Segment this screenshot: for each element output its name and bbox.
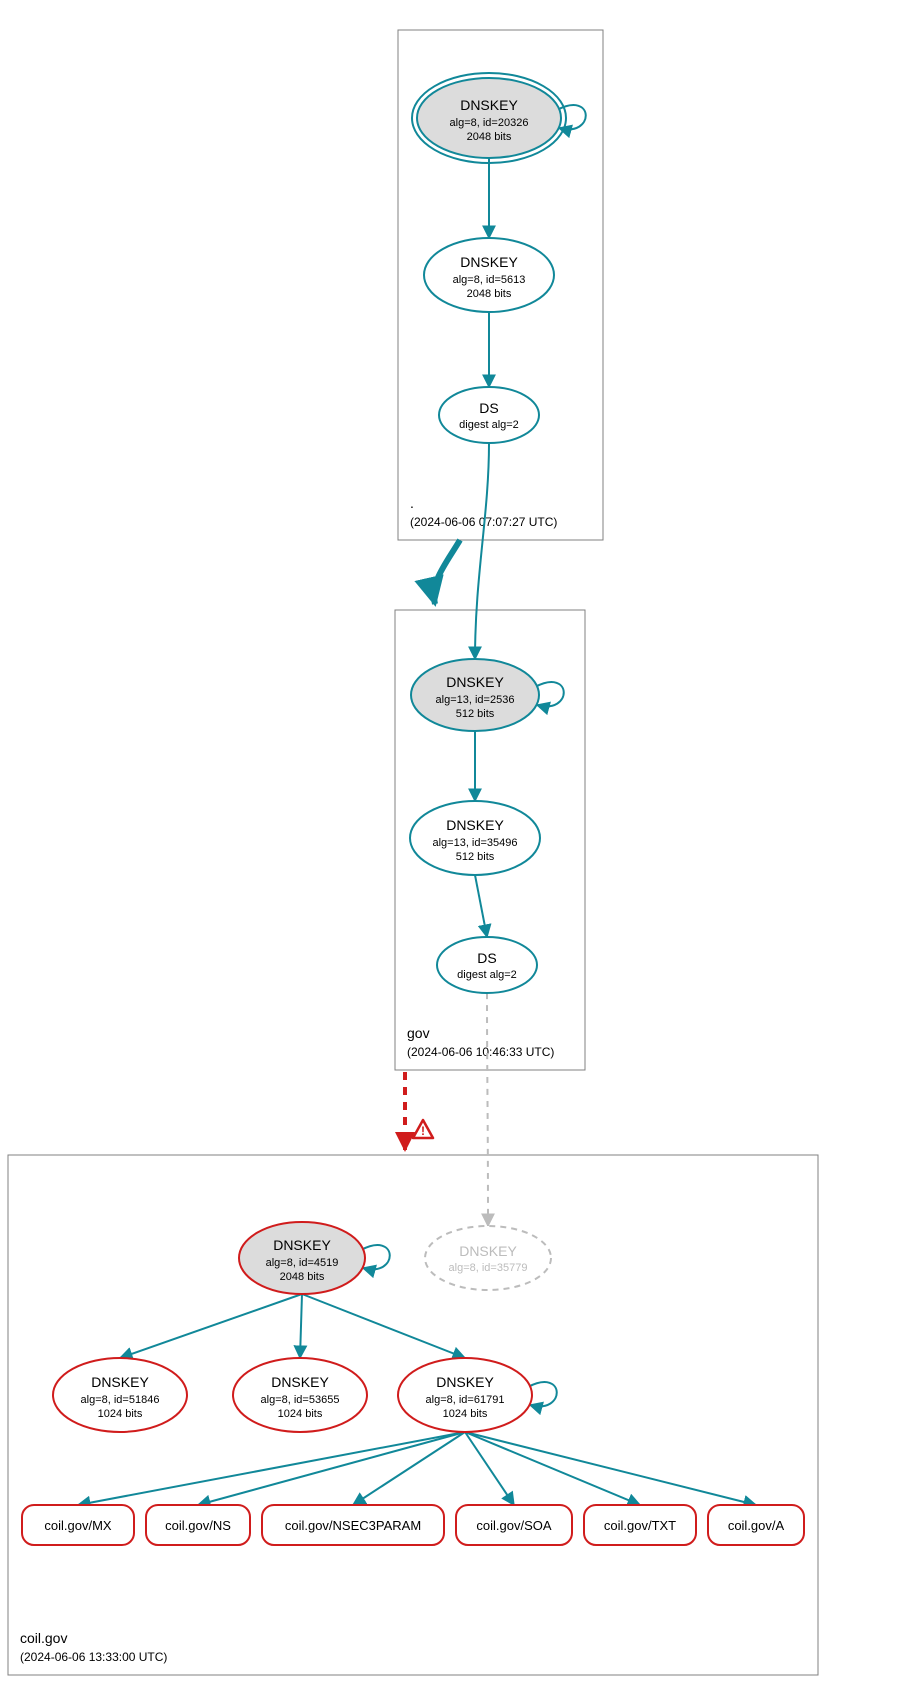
node-coil-zsk3-line2: alg=8, id=61791: [426, 1394, 505, 1406]
node-coil-missing: DNSKEY alg=8, id=35779: [425, 1226, 551, 1290]
node-gov-ksk-line3: 512 bits: [456, 708, 495, 720]
node-gov-ksk-title: DNSKEY: [446, 674, 504, 690]
zone-coil-timestamp: (2024-06-06 13:33:00 UTC): [20, 1650, 167, 1664]
node-gov-ksk: DNSKEY alg=13, id=2536 512 bits: [411, 659, 539, 731]
node-gov-ds: DS digest alg=2: [437, 937, 537, 993]
node-coil-zsk3-title: DNSKEY: [436, 1374, 494, 1390]
node-coil-zsk1-line2: alg=8, id=51846: [81, 1394, 160, 1406]
rrset-label: coil.gov/TXT: [604, 1518, 676, 1533]
node-coil-ksk-line2: alg=8, id=4519: [266, 1257, 339, 1269]
edge-zsk3-to-rrset: [198, 1432, 465, 1505]
zone-gov-label: gov: [407, 1025, 430, 1041]
node-coil-zsk3: DNSKEY alg=8, id=61791 1024 bits: [398, 1358, 532, 1432]
rrset-label: coil.gov/NS: [165, 1518, 231, 1533]
rrset-label: coil.gov/NSEC3PARAM: [285, 1518, 421, 1533]
edge-root-ds-to-gov-ksk: [475, 443, 489, 659]
warning-icon: !: [413, 1120, 433, 1138]
node-coil-zsk2-title: DNSKEY: [271, 1374, 329, 1390]
rrset-box: coil.gov/MX: [22, 1505, 134, 1545]
node-coil-zsk1-line3: 1024 bits: [98, 1408, 143, 1420]
edge-gov.zsk-gov.ds: [475, 875, 487, 937]
node-root-ds: DS digest alg=2: [439, 387, 539, 443]
zone-coil-label: coil.gov: [20, 1630, 67, 1646]
node-coil-zsk2: DNSKEY alg=8, id=53655 1024 bits: [233, 1358, 367, 1432]
node-root-zsk: DNSKEY alg=8, id=5613 2048 bits: [424, 238, 554, 312]
node-gov-zsk-title: DNSKEY: [446, 817, 504, 833]
edge-root-to-gov: [434, 540, 460, 604]
rrset-label: coil.gov/A: [728, 1518, 785, 1533]
node-root-zsk-line3: 2048 bits: [467, 288, 512, 300]
node-coil-zsk1: DNSKEY alg=8, id=51846 1024 bits: [53, 1358, 187, 1432]
rrset-label: coil.gov/MX: [44, 1518, 112, 1533]
rrset-box: coil.gov/NSEC3PARAM: [262, 1505, 444, 1545]
node-coil-ksk-title: DNSKEY: [273, 1237, 331, 1253]
edge-zsk3-to-rrset: [465, 1432, 756, 1505]
node-gov-zsk-line3: 512 bits: [456, 851, 495, 863]
rrset-box: coil.gov/A: [708, 1505, 804, 1545]
node-root-ksk-line2: alg=8, id=20326: [450, 117, 529, 129]
node-coil-ksk-line3: 2048 bits: [280, 1271, 325, 1283]
node-root-ksk: DNSKEY alg=8, id=20326 2048 bits: [412, 73, 566, 163]
node-root-ksk-title: DNSKEY: [460, 97, 518, 113]
node-root-ksk-line3: 2048 bits: [467, 131, 512, 143]
dnssec-diagram: .(2024-06-06 07:07:27 UTC)gov(2024-06-06…: [0, 0, 897, 1690]
node-gov-zsk: DNSKEY alg=13, id=35496 512 bits: [410, 801, 540, 875]
node-coil-ksk: DNSKEY alg=8, id=4519 2048 bits: [239, 1222, 365, 1294]
edge-zsk3-to-rrset: [78, 1432, 465, 1505]
rrset-label: coil.gov/SOA: [476, 1518, 551, 1533]
zone-root-label: .: [410, 495, 414, 511]
edge-coil.ksk-coil.zsk2: [300, 1294, 302, 1358]
node-coil-missing-title: DNSKEY: [459, 1243, 517, 1259]
rrset-box: coil.gov/SOA: [456, 1505, 572, 1545]
node-coil-zsk1-title: DNSKEY: [91, 1374, 149, 1390]
node-gov-ds-line2: digest alg=2: [457, 969, 517, 981]
rrset-box: coil.gov/TXT: [584, 1505, 696, 1545]
edge-gov-ds-to-missing-dnskey: [487, 993, 488, 1226]
node-gov-ds-title: DS: [477, 950, 496, 966]
node-root-zsk-title: DNSKEY: [460, 254, 518, 270]
node-coil-zsk3-line3: 1024 bits: [443, 1408, 488, 1420]
svg-text:!: !: [421, 1124, 425, 1138]
edge-coil.ksk-coil.zsk1: [120, 1294, 302, 1358]
node-coil-missing-line2: alg=8, id=35779: [449, 1262, 528, 1274]
node-root-zsk-line2: alg=8, id=5613: [453, 274, 526, 286]
node-coil-zsk2-line2: alg=8, id=53655: [261, 1394, 340, 1406]
node-gov-zsk-line2: alg=13, id=35496: [432, 837, 517, 849]
node-gov-ksk-line2: alg=13, id=2536: [436, 694, 515, 706]
zone-gov-timestamp: (2024-06-06 10:46:33 UTC): [407, 1045, 554, 1059]
edge-coil.ksk-coil.zsk3: [302, 1294, 465, 1358]
node-coil-zsk2-line3: 1024 bits: [278, 1408, 323, 1420]
node-root-ds-line2: digest alg=2: [459, 419, 519, 431]
node-root-ds-title: DS: [479, 400, 498, 416]
rrset-box: coil.gov/NS: [146, 1505, 250, 1545]
